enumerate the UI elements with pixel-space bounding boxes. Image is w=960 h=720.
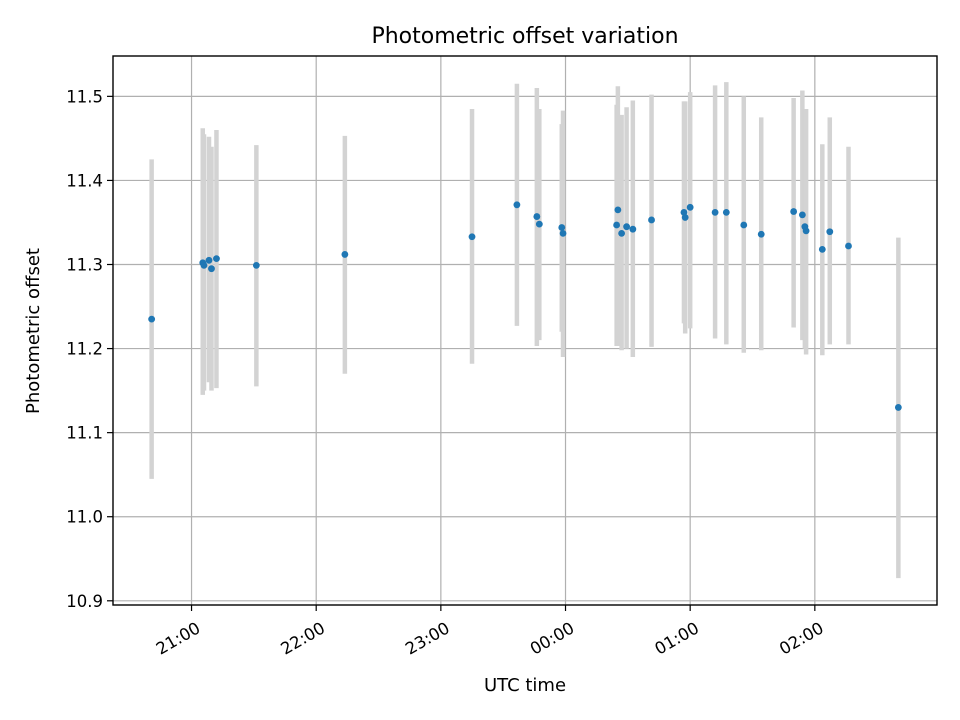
- data-point: [826, 228, 834, 236]
- data-point: [629, 225, 637, 233]
- data-point: [845, 242, 852, 250]
- data-point: [648, 216, 655, 224]
- data-point: [894, 404, 902, 411]
- data-point: [558, 224, 566, 231]
- data-point-layer: [148, 201, 902, 411]
- y-axis-label: Photometric offset: [23, 248, 44, 414]
- data-point: [722, 208, 730, 216]
- data-point: [205, 256, 213, 264]
- data-point: [613, 221, 621, 229]
- data-point: [513, 201, 521, 209]
- y-tick-label: 11.5: [66, 87, 103, 106]
- data-point: [686, 203, 694, 211]
- data-point: [618, 229, 626, 237]
- data-point: [802, 227, 810, 235]
- y-tick-label: 10.9: [66, 592, 103, 611]
- data-point: [798, 211, 806, 219]
- chart-title: Photometric offset variation: [371, 24, 678, 49]
- data-point: [200, 261, 208, 269]
- data-point: [208, 265, 215, 273]
- data-point: [213, 255, 220, 263]
- data-point: [252, 261, 260, 269]
- data-point: [681, 214, 689, 221]
- data-point: [148, 315, 156, 323]
- x-axis-label: UTC time: [484, 675, 566, 696]
- data-point: [623, 223, 630, 231]
- y-tick-label: 11.0: [66, 508, 103, 527]
- data-point: [533, 213, 541, 220]
- plot-frame: [112, 55, 938, 606]
- data-point: [818, 245, 826, 253]
- data-point: [535, 220, 543, 228]
- data-point: [711, 208, 719, 216]
- y-tick-label: 11.2: [66, 340, 103, 359]
- y-tick-label: 11.4: [66, 171, 103, 190]
- data-point: [341, 251, 349, 258]
- grid-layer: [113, 56, 937, 605]
- y-tick-label: 11.3: [66, 256, 103, 275]
- data-point: [740, 221, 748, 229]
- data-point: [468, 233, 476, 241]
- y-tick-label: 11.1: [66, 424, 103, 443]
- data-point: [559, 229, 567, 237]
- data-point: [614, 206, 622, 214]
- data-point: [757, 230, 765, 238]
- data-point: [790, 208, 798, 215]
